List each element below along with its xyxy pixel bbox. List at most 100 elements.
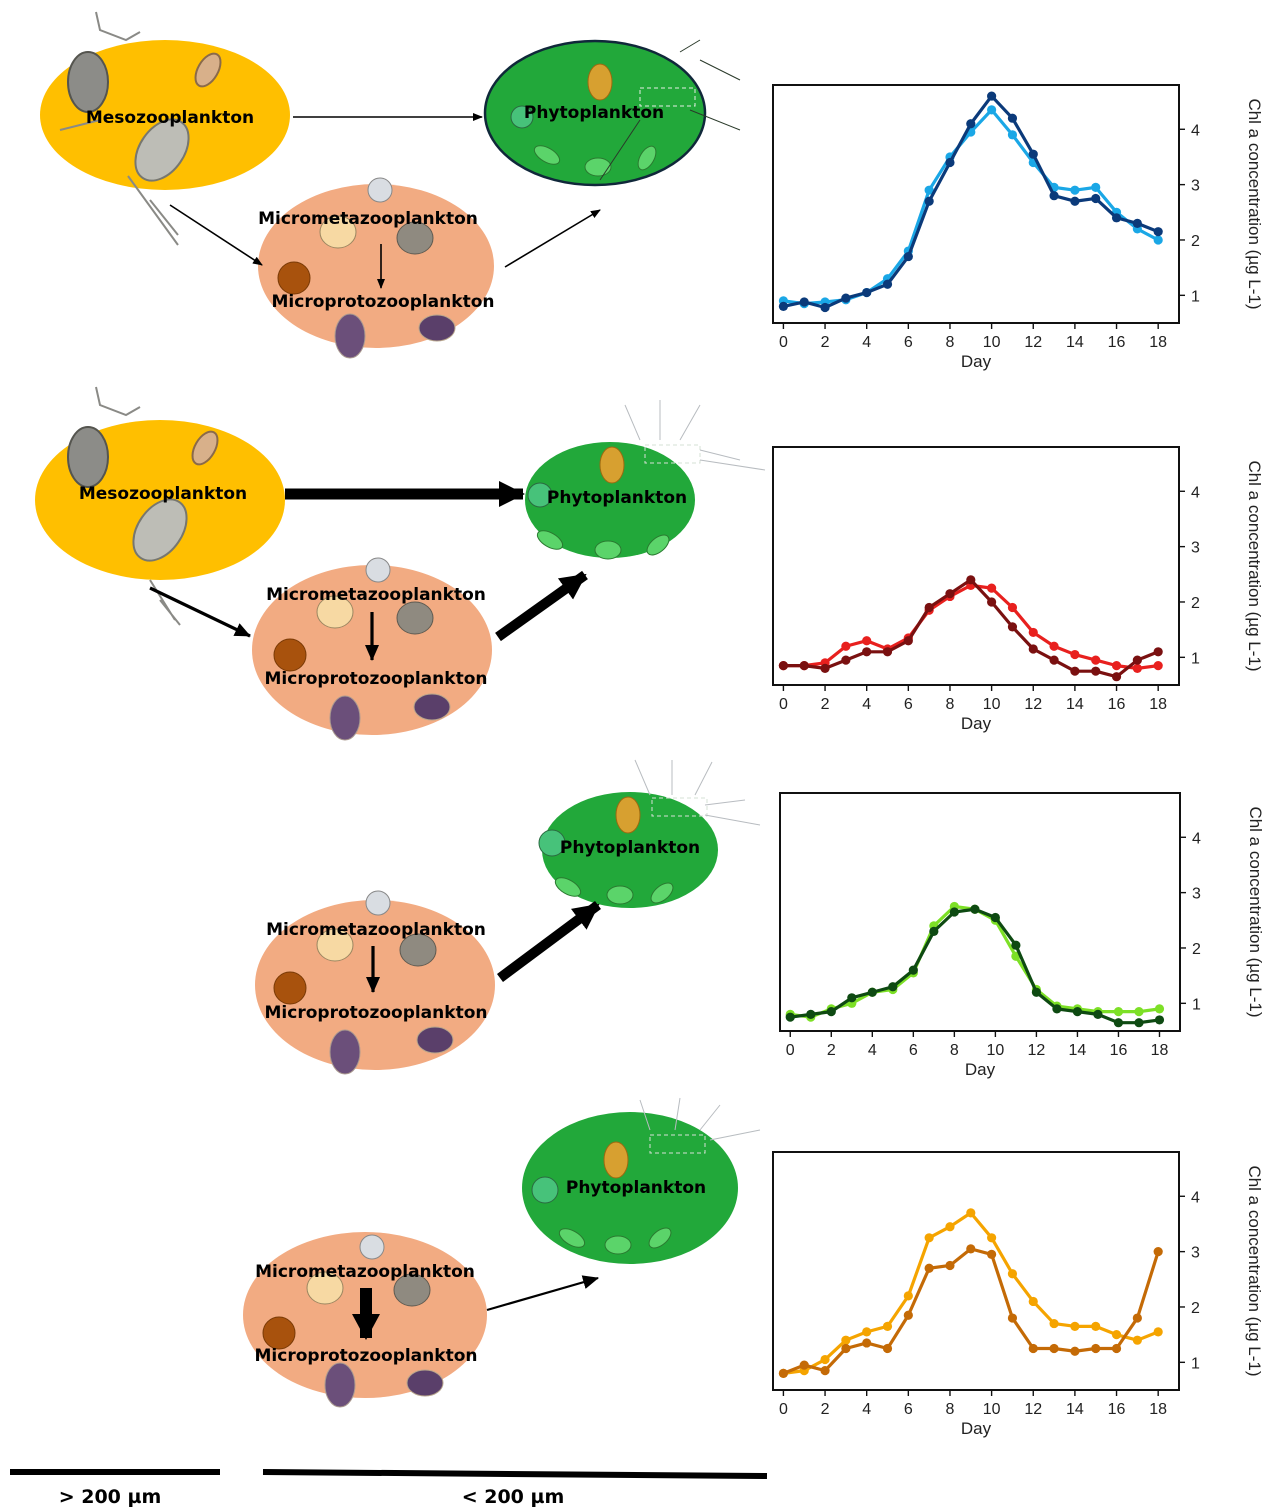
phyto-label: Phytoplankton <box>524 103 664 123</box>
data-point <box>966 575 976 585</box>
data-point <box>990 912 1000 923</box>
data-point <box>1007 113 1018 123</box>
data-point <box>1111 213 1122 223</box>
chart-frame <box>772 446 1180 686</box>
data-point <box>1153 1327 1163 1337</box>
x-tick-label: 16 <box>1108 1401 1126 1418</box>
data-point <box>867 987 877 997</box>
x-tick-label: 18 <box>1151 1042 1169 1059</box>
data-point <box>1154 1015 1165 1025</box>
chart-frame <box>772 1151 1180 1391</box>
x-tick-label: 14 <box>1066 1401 1084 1418</box>
data-point <box>924 1233 934 1243</box>
data-point <box>1049 655 1059 665</box>
x-tick-label: 6 <box>904 334 913 351</box>
y-tick-label: 3 <box>1191 1245 1200 1262</box>
data-point <box>1091 193 1101 204</box>
data-point <box>862 636 872 646</box>
y-tick-label: 2 <box>1191 233 1200 250</box>
x-tick-label: 8 <box>946 696 955 713</box>
x-tick-label: 12 <box>1024 1401 1042 1418</box>
copepod-icon <box>59 11 222 246</box>
arrow-micro-to-phyto <box>495 570 588 642</box>
data-point <box>1049 1318 1059 1329</box>
data-point <box>1111 1343 1122 1354</box>
data-point <box>882 1343 893 1354</box>
data-point <box>970 904 980 914</box>
x-tick-label: 4 <box>868 1042 877 1059</box>
data-point <box>1049 1343 1059 1354</box>
data-point <box>820 302 830 313</box>
arrow-micro-to-phyto <box>504 209 601 268</box>
data-point <box>908 965 918 975</box>
data-point <box>929 926 939 936</box>
x-tick-label: 0 <box>786 1042 795 1059</box>
x-tick-label: 18 <box>1149 334 1167 351</box>
data-point <box>1134 1018 1144 1028</box>
data-point <box>1154 1004 1165 1014</box>
data-point <box>945 157 955 168</box>
data-point <box>1113 1018 1124 1028</box>
data-point <box>1007 622 1018 632</box>
x-axis-label: Day <box>965 1060 996 1079</box>
data-point <box>785 1012 795 1022</box>
y-tick-label: 1 <box>1191 650 1200 667</box>
microzooplankton-icon <box>273 890 454 1075</box>
x-tick-label: 10 <box>983 1401 1001 1418</box>
microzooplankton-icon <box>273 557 451 741</box>
y-tick-label: 4 <box>1191 484 1200 501</box>
arrow-micro-to-phyto <box>486 1275 599 1312</box>
data-point <box>1011 940 1021 950</box>
x-tick-label: 18 <box>1149 1401 1167 1418</box>
phyto-label: Phytoplankton <box>566 1178 706 1198</box>
x-tick-label: 2 <box>821 334 830 351</box>
data-point <box>1153 235 1163 245</box>
data-point <box>1111 1330 1122 1340</box>
x-tick-label: 2 <box>821 696 830 713</box>
y-tick-label: 2 <box>1192 941 1201 958</box>
data-point <box>1093 1009 1103 1019</box>
data-point <box>841 641 851 651</box>
microproto-label: Microprotozooplankton <box>265 1003 488 1023</box>
data-point <box>862 1327 872 1337</box>
data-point <box>841 1335 851 1345</box>
data-point <box>1153 227 1163 237</box>
data-point <box>882 1321 893 1331</box>
data-point <box>987 583 997 593</box>
chart-frame <box>772 84 1180 324</box>
data-point <box>924 1263 934 1273</box>
data-point <box>1052 1004 1062 1014</box>
microproto-label: Microprotozooplankton <box>272 292 495 312</box>
data-point <box>924 602 934 613</box>
phyto-node <box>522 1112 738 1264</box>
data-point <box>1049 641 1059 651</box>
data-point <box>841 293 851 303</box>
data-point <box>966 1208 976 1218</box>
data-point <box>1028 627 1038 638</box>
data-point <box>1028 644 1038 654</box>
phyto-node <box>542 792 718 908</box>
data-point <box>882 279 893 289</box>
x-tick-label: 8 <box>946 334 955 351</box>
data-point <box>882 647 893 657</box>
data-point <box>987 1233 997 1243</box>
data-point <box>966 119 976 129</box>
data-point <box>778 301 789 311</box>
data-point <box>799 297 809 307</box>
size-label-large: > 200 µm <box>59 1486 162 1508</box>
data-point <box>1091 182 1101 192</box>
data-point <box>903 1310 913 1320</box>
data-point <box>945 1222 955 1232</box>
data-point <box>799 1360 809 1370</box>
data-point <box>1111 661 1122 671</box>
size-class-legend: > 200 µm < 200 µm <box>10 1469 768 1508</box>
arrow-meso-to-micro <box>149 586 251 638</box>
microproto-label: Microprotozooplankton <box>255 1346 478 1366</box>
y-axis-label: Chl a concentration (µg L-1) <box>1245 1165 1264 1376</box>
data-point <box>1132 218 1142 228</box>
web-row-1: Mesozooplankton Micrometazooplankton Mic… <box>40 11 741 359</box>
phytoplankton-icon <box>510 39 741 181</box>
